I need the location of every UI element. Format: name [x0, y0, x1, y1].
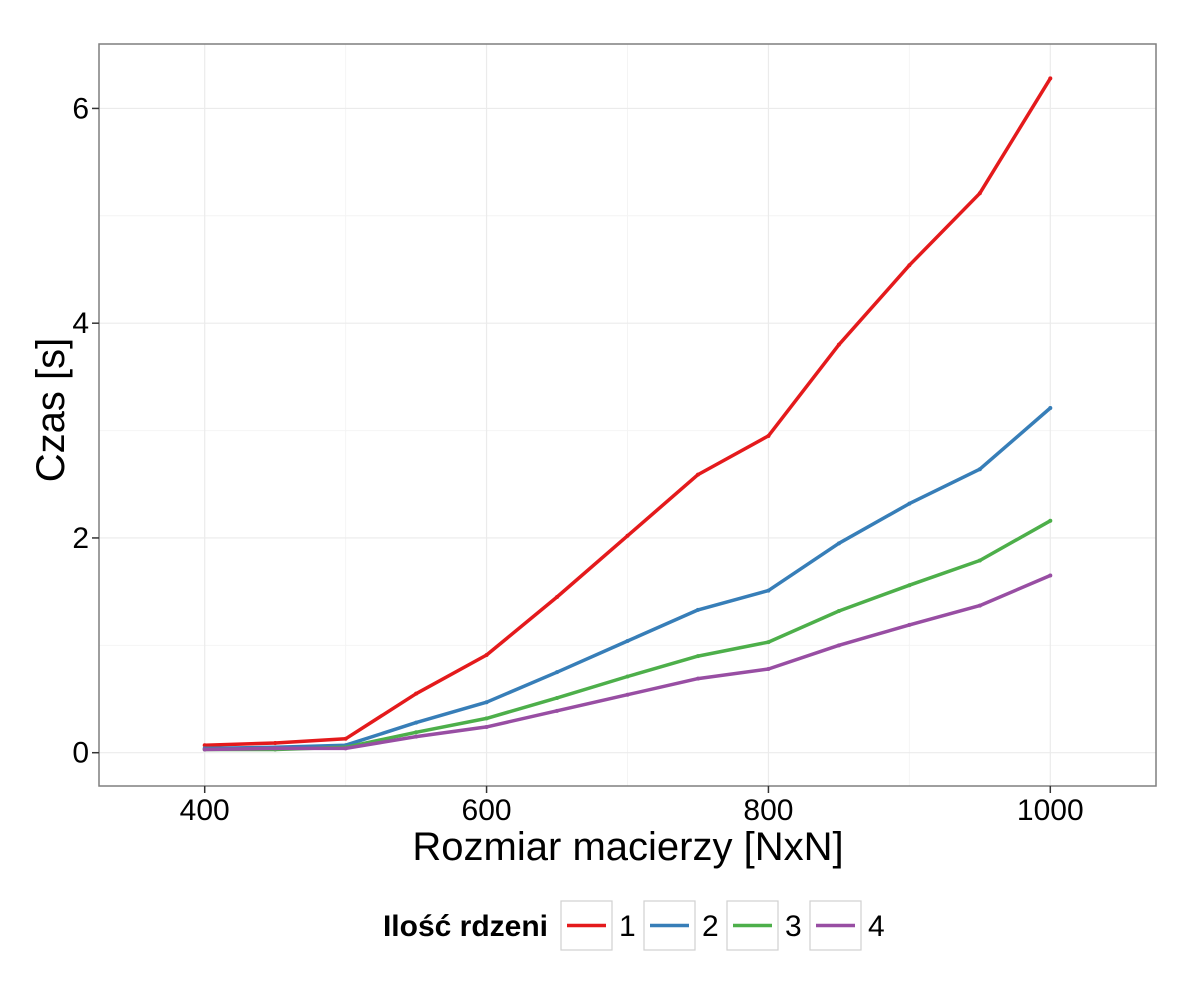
- data-point: [907, 263, 912, 268]
- data-point: [484, 724, 489, 729]
- legend-items: 1 2 3 4: [560, 900, 885, 951]
- plot-panel-border: [98, 43, 1157, 787]
- data-point: [202, 743, 207, 748]
- data-point: [695, 472, 700, 477]
- legend-item-2: 2: [643, 900, 719, 951]
- data-point: [977, 558, 982, 563]
- data-point: [766, 433, 771, 438]
- legend-item-3: 3: [726, 900, 802, 951]
- data-point: [625, 674, 630, 679]
- data-point: [907, 501, 912, 506]
- data-point: [414, 691, 419, 696]
- data-point: [414, 734, 419, 739]
- legend-label: 2: [702, 910, 719, 943]
- series-lines: [202, 76, 1053, 752]
- data-point: [414, 730, 419, 735]
- series-1: [202, 76, 1053, 748]
- data-point: [625, 533, 630, 538]
- legend-label: 4: [868, 910, 885, 943]
- data-point: [836, 608, 841, 613]
- x-tick-label: 800: [743, 794, 793, 827]
- data-point: [766, 666, 771, 671]
- y-tick-label: 0: [72, 737, 89, 770]
- data-point: [1048, 76, 1053, 81]
- data-point: [484, 652, 489, 657]
- data-point: [695, 676, 700, 681]
- data-point: [695, 607, 700, 612]
- legend: Ilość rdzeni 1 2 3 4: [383, 900, 885, 951]
- data-point: [695, 654, 700, 659]
- data-point: [977, 603, 982, 608]
- data-point: [977, 191, 982, 196]
- data-point: [555, 595, 560, 600]
- data-point: [273, 741, 278, 746]
- data-point: [484, 716, 489, 721]
- major-gridlines: [99, 44, 1156, 786]
- data-point: [907, 622, 912, 627]
- data-point: [1048, 573, 1053, 578]
- legend-label: 1: [619, 910, 636, 943]
- y-tick-label: 4: [72, 307, 89, 340]
- legend-title: Ilość rdzeni: [383, 910, 548, 943]
- data-point: [555, 708, 560, 713]
- data-point: [766, 588, 771, 593]
- x-tick-label: 600: [462, 794, 512, 827]
- data-point: [273, 746, 278, 751]
- data-point: [836, 643, 841, 648]
- data-point: [555, 695, 560, 700]
- y-axis-title: Czas [s]: [29, 338, 73, 482]
- y-tick-label: 2: [72, 522, 89, 555]
- data-point: [343, 746, 348, 751]
- legend-label: 3: [785, 910, 802, 943]
- x-tick-label: 1000: [1017, 794, 1084, 827]
- x-axis-title: Rozmiar macierzy [NxN]: [412, 825, 843, 869]
- series-4: [202, 573, 1053, 752]
- data-point: [414, 720, 419, 725]
- data-point: [977, 467, 982, 472]
- data-point: [202, 747, 207, 752]
- data-point: [625, 639, 630, 644]
- legend-item-4: 4: [809, 900, 885, 951]
- data-point: [1048, 406, 1053, 411]
- data-point: [625, 692, 630, 697]
- x-axis-ticks: 400 600 800 1000: [180, 786, 1084, 827]
- data-point: [766, 640, 771, 645]
- y-tick-label: 6: [72, 92, 89, 125]
- x-tick-label: 400: [180, 794, 230, 827]
- data-point: [907, 583, 912, 588]
- legend-item-1: 1: [560, 900, 636, 951]
- data-point: [836, 342, 841, 347]
- data-point: [836, 541, 841, 546]
- data-point: [484, 700, 489, 705]
- data-point: [343, 736, 348, 741]
- data-point: [555, 670, 560, 675]
- data-point: [1048, 518, 1053, 523]
- minor-gridlines: [99, 44, 1156, 786]
- y-axis-ticks: 0 2 4 6: [72, 92, 99, 770]
